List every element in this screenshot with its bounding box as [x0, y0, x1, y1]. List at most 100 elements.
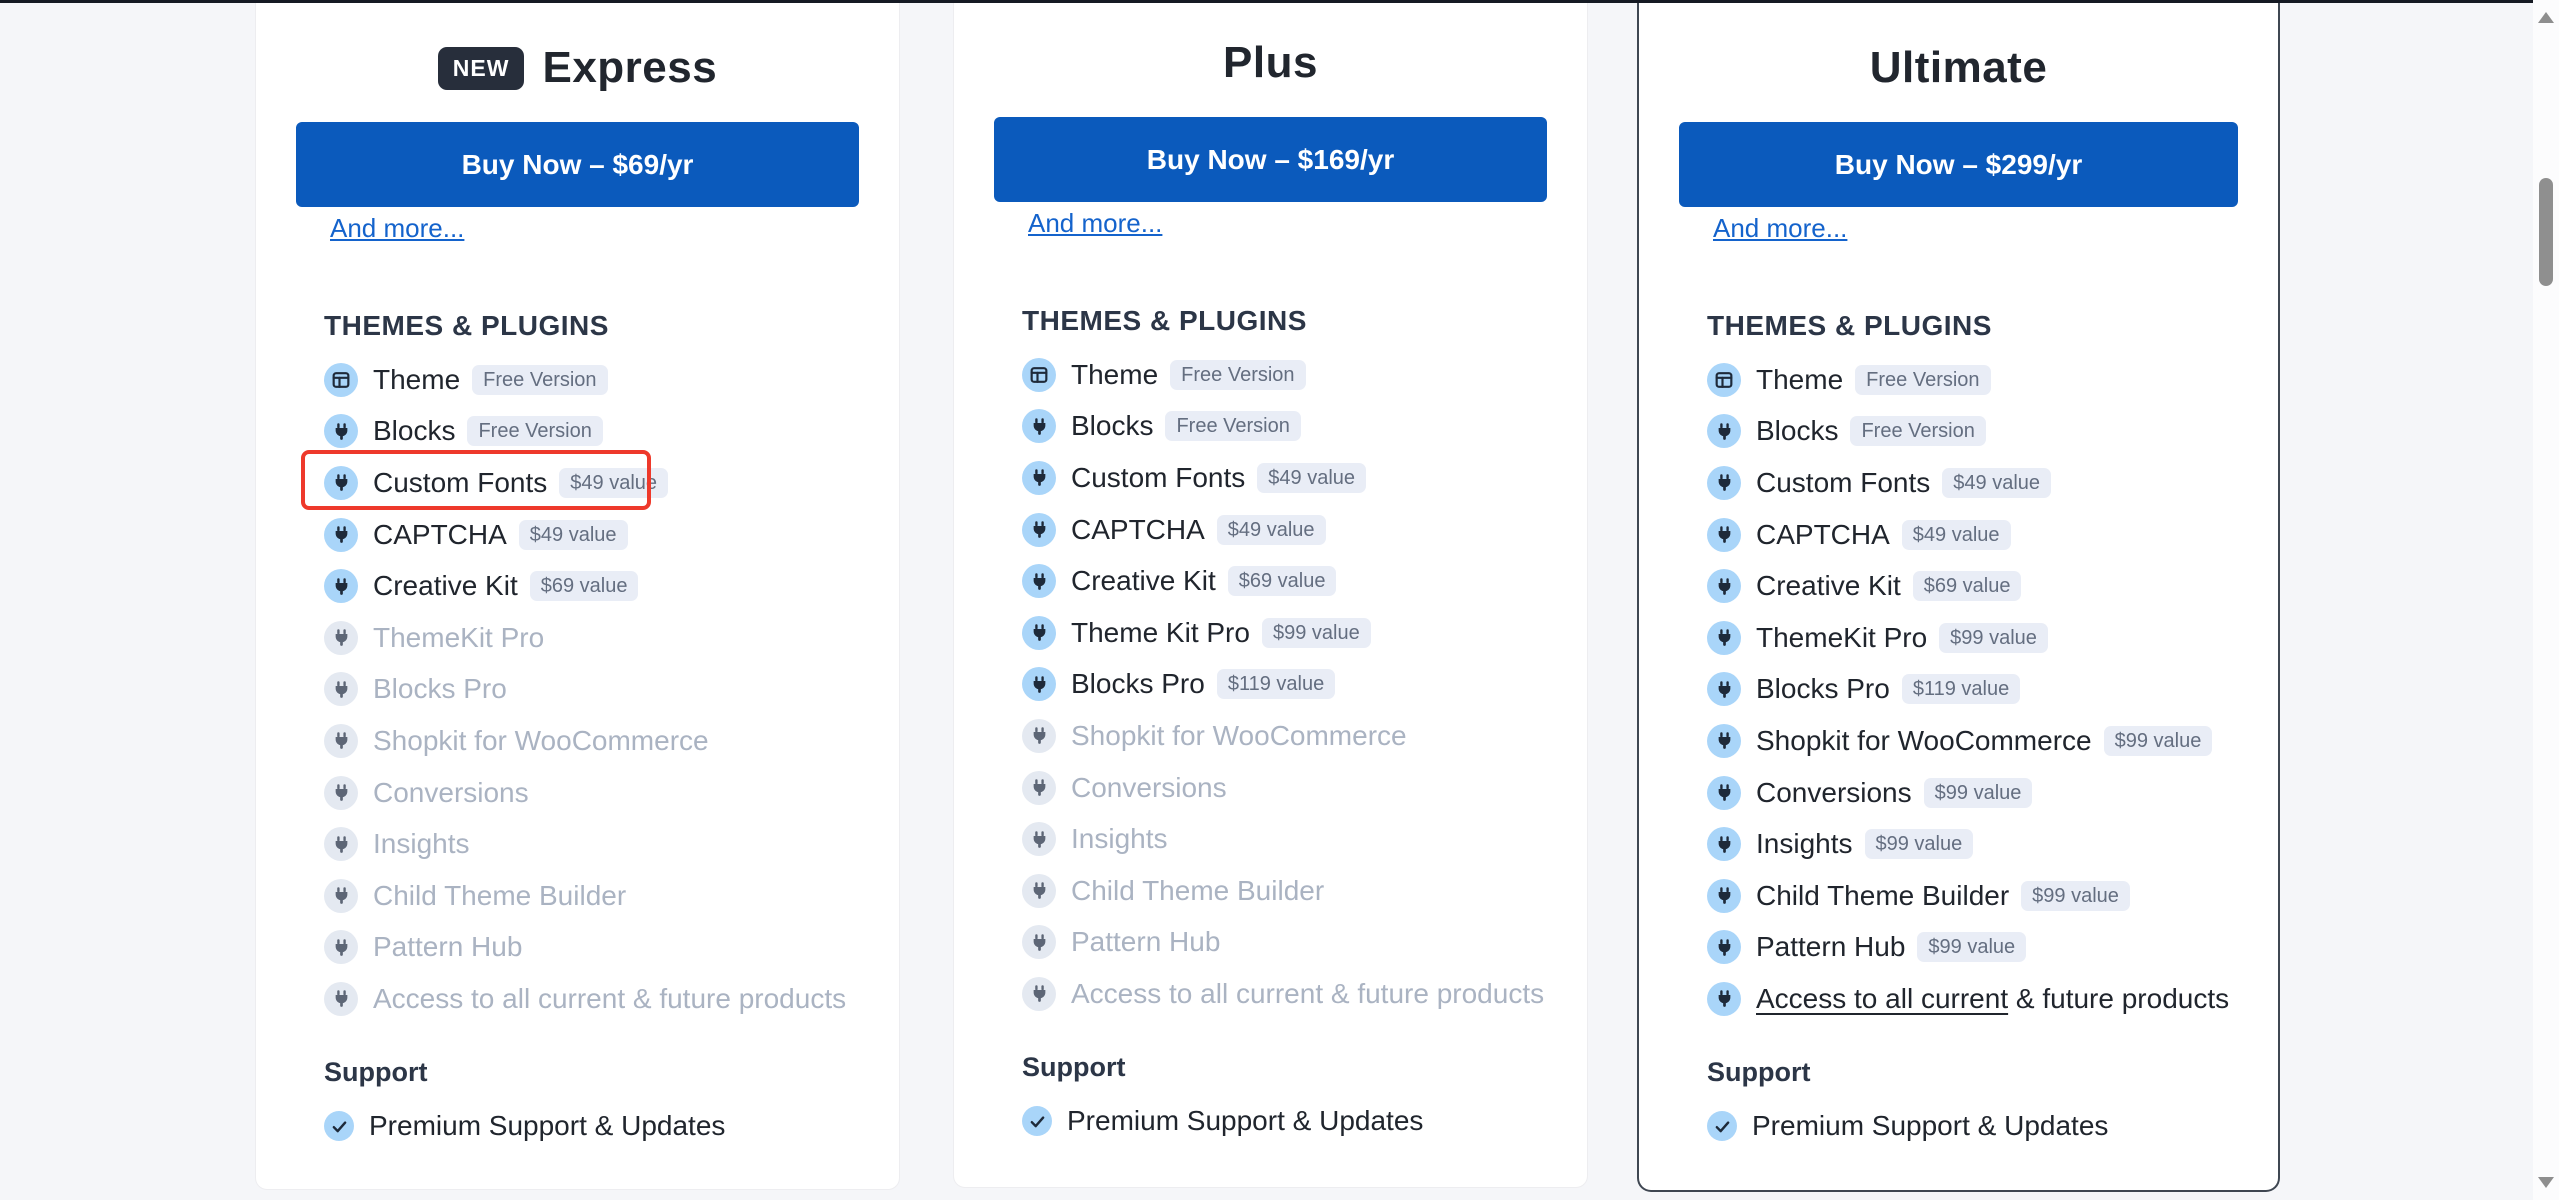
top-border-line	[0, 0, 2537, 3]
feature-row: Pattern Hub	[1022, 917, 1571, 969]
feature-row: Pattern Hub $99 value	[1707, 922, 2262, 974]
feature-row: Shopkit for WooCommerce $99 value	[1707, 715, 2262, 767]
feature-row: Conversions	[324, 767, 883, 819]
plug-icon	[1022, 460, 1056, 495]
feature-row: Theme Kit Pro $99 value	[1022, 607, 1571, 659]
check-icon	[1707, 1111, 1737, 1141]
plug-icon	[324, 930, 358, 965]
theme-icon	[1022, 357, 1056, 392]
value-badge: $119 value	[1901, 674, 2021, 705]
scroll-up-arrow-icon[interactable]	[2538, 12, 2554, 23]
plug-icon	[1707, 620, 1741, 655]
plug-icon	[1707, 878, 1741, 913]
feature-label: Blocks Pro	[1756, 673, 1890, 705]
buy-now-button[interactable]: Buy Now – $69/yr	[296, 122, 859, 207]
buy-now-button[interactable]: Buy Now – $169/yr	[994, 117, 1547, 202]
plug-icon	[1707, 414, 1741, 449]
feature-row: Custom Fonts $49 value	[1022, 452, 1571, 504]
feature-label: Custom Fonts	[1756, 466, 1931, 498]
feature-label: Custom Fonts	[373, 466, 548, 498]
feature-label: Insights	[373, 828, 470, 860]
feature-label: Theme	[1756, 363, 1844, 395]
feature-label: CAPTCHA	[373, 518, 507, 550]
value-badge: $99 value	[1261, 617, 1371, 648]
section-title-themes-plugins: THEMES & PLUGINS	[324, 310, 609, 341]
section-title-themes-plugins: THEMES & PLUGINS	[1707, 310, 1992, 341]
feature-row: Custom Fonts $49 value	[324, 457, 883, 509]
feature-label: Child Theme Builder	[1756, 879, 2010, 911]
plug-icon	[1707, 672, 1741, 707]
plug-icon	[324, 878, 358, 913]
feature-row: CAPTCHA $49 value	[324, 509, 883, 561]
plan-title: Express	[542, 43, 718, 92]
feature-label: Theme	[1071, 358, 1159, 390]
feature-row: Shopkit for WooCommerce	[1022, 710, 1571, 762]
feature-label: Theme	[373, 363, 461, 395]
plug-icon	[1707, 981, 1741, 1016]
value-badge: $99 value	[1917, 932, 2027, 963]
value-badge: $69 value	[529, 571, 639, 602]
feature-row: Creative Kit $69 value	[1022, 555, 1571, 607]
plug-icon	[1022, 512, 1056, 547]
support-label: Premium Support & Updates	[369, 1110, 726, 1141]
plan-card-content: NEW Express Buy Now – $69/yr And more...…	[256, 0, 899, 1189]
value-badge: $99 value	[2103, 725, 2213, 756]
plan-card-ultimate: Ultimate Buy Now – $299/yr And more... T…	[1637, 0, 2280, 1192]
feature-row: Creative Kit $69 value	[1707, 560, 2262, 612]
and-more-link[interactable]: And more...	[1713, 213, 1848, 243]
feature-label: Blocks Pro	[1071, 668, 1205, 700]
feature-label: Creative Kit	[373, 570, 518, 602]
feature-row: Access to all current & future products	[1022, 968, 1571, 1020]
feature-label: Conversions	[1756, 776, 1912, 808]
support-label: Premium Support & Updates	[1752, 1110, 2109, 1141]
plug-icon	[1707, 775, 1741, 810]
feature-label: Child Theme Builder	[373, 879, 627, 911]
feature-label: Creative Kit	[1071, 565, 1216, 597]
value-badge: $49 value	[1901, 519, 2011, 550]
value-badge: $49 value	[1216, 514, 1326, 545]
and-more-link[interactable]: And more...	[330, 213, 465, 243]
value-badge: Free Version	[1850, 416, 1986, 447]
plug-icon	[1707, 569, 1741, 604]
vertical-scrollbar[interactable]	[2533, 0, 2559, 1200]
buy-now-button[interactable]: Buy Now – $299/yr	[1679, 122, 2238, 207]
value-badge: $119 value	[1216, 669, 1336, 700]
feature-row: ThemeKit Pro	[324, 612, 883, 664]
feature-row: Conversions $99 value	[1707, 767, 2262, 819]
feature-label: Access to all current & future products	[1071, 977, 1545, 1009]
feature-row: Insights	[1022, 813, 1571, 865]
plug-icon	[1707, 517, 1741, 552]
scrollbar-thumb[interactable]	[2539, 178, 2553, 286]
scroll-down-arrow-icon[interactable]	[2538, 1177, 2554, 1188]
plan-card-plus: Plus Buy Now – $169/yr And more... THEME…	[953, 0, 1588, 1188]
feature-row: Blocks Pro	[324, 664, 883, 716]
feature-label: Shopkit for WooCommerce	[373, 724, 709, 756]
feature-row: Child Theme Builder	[1022, 865, 1571, 917]
value-badge: $69 value	[1912, 571, 2022, 602]
feature-row: Conversions	[1022, 762, 1571, 814]
value-badge: $99 value	[1923, 777, 2033, 808]
feature-row: Theme Free Version	[1022, 349, 1571, 401]
feature-label: Theme Kit Pro	[1071, 616, 1250, 648]
support-list: Premium Support & Updates	[1707, 1104, 2262, 1148]
feature-label: Insights	[1071, 823, 1168, 855]
feature-label: Blocks Pro	[373, 673, 507, 705]
plug-icon	[324, 775, 358, 810]
plan-header: Ultimate	[1639, 38, 2278, 98]
and-more-link[interactable]: And more...	[1028, 208, 1163, 238]
value-badge: Free Version	[472, 364, 608, 395]
feature-row: ThemeKit Pro $99 value	[1707, 612, 2262, 664]
plug-icon	[1707, 723, 1741, 758]
feature-label: CAPTCHA	[1756, 518, 1890, 550]
feature-row: Child Theme Builder $99 value	[1707, 870, 2262, 922]
feature-link[interactable]: Access to all current & future products	[1756, 982, 2230, 1014]
theme-icon	[324, 362, 358, 397]
feature-label: Insights	[1756, 828, 1853, 860]
feature-row: Creative Kit $69 value	[324, 560, 883, 612]
plug-icon	[324, 723, 358, 758]
plug-icon	[324, 981, 358, 1016]
value-badge: $99 value	[1939, 622, 2048, 653]
section-title-support: Support	[1707, 1057, 1811, 1087]
plug-icon	[324, 414, 358, 449]
plan-card-content: Ultimate Buy Now – $299/yr And more... T…	[1639, 0, 2278, 1190]
